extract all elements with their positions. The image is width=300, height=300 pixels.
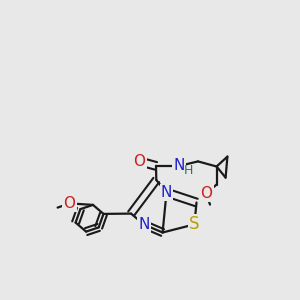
Text: O: O	[64, 196, 76, 211]
Text: O: O	[134, 154, 146, 169]
Text: N: N	[174, 158, 185, 173]
Text: H: H	[184, 164, 193, 177]
Text: N: N	[161, 185, 172, 200]
Text: O: O	[200, 186, 212, 201]
Text: S: S	[189, 215, 200, 233]
Text: N: N	[138, 217, 149, 232]
